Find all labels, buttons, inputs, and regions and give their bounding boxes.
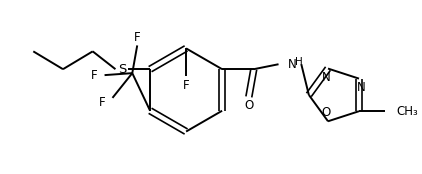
Text: CH₃: CH₃ (397, 105, 418, 118)
Text: O: O (322, 106, 331, 119)
Text: N: N (357, 81, 365, 94)
Text: S: S (118, 63, 127, 76)
Text: N: N (322, 71, 330, 84)
Text: N: N (287, 58, 296, 71)
Text: O: O (244, 99, 254, 112)
Text: F: F (91, 69, 97, 82)
Text: H: H (295, 57, 303, 67)
Text: F: F (134, 31, 141, 44)
Text: F: F (183, 78, 189, 92)
Text: F: F (99, 96, 106, 109)
